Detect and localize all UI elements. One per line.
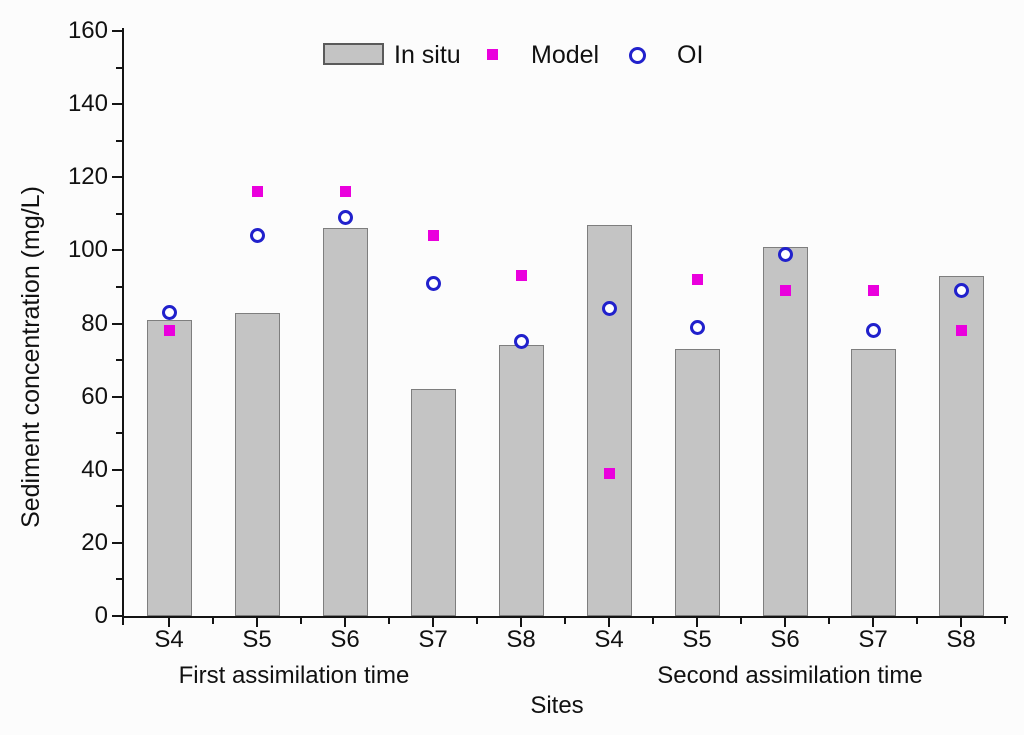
x-major-tick [696,618,698,627]
x-major-tick [344,618,346,627]
y-minor-tick [116,285,122,288]
y-major-tick [112,176,122,179]
marker-model-s5-2 [692,274,703,285]
y-tick-label: 0 [94,602,108,629]
y-major-tick [112,615,122,617]
y-tick-label: 80 [81,309,108,337]
x-tick-label: S8 [506,626,536,653]
x-minor-tick [828,618,830,624]
x-major-tick [960,618,962,627]
marker-oi-s5-2 [690,320,705,335]
y-minor-tick [116,212,122,215]
x-tick-label: S7 [858,626,888,653]
y-minor-tick [116,139,122,142]
marker-oi-s6-1 [338,210,353,225]
marker-oi-s7-2 [866,323,881,338]
x-minor-tick [564,618,566,624]
x-tick-label: S6 [770,626,800,653]
x-major-tick [608,618,610,627]
marker-model-s8-2 [956,325,967,336]
bar-in-situ-s6-1 [323,228,368,616]
y-axis-title: Sediment concentration (mg/L) [17,186,45,528]
x-minor-tick [476,618,478,624]
x-major-tick [168,618,170,627]
bar-in-situ-s4-1 [147,320,192,616]
bar-in-situ-s8-1 [499,345,544,616]
y-major-tick [112,468,122,471]
legend-label-in-situ: In situ [394,41,461,69]
marker-oi-s4-2 [602,301,617,316]
y-minor-tick [116,66,122,69]
legend-label-model: Model [531,41,600,69]
x-minor-tick [388,618,390,624]
marker-model-s7-2 [868,285,879,296]
bar-in-situ-s6-2 [763,247,808,616]
x-minor-tick [1004,618,1006,624]
y-major-tick [112,30,122,32]
x-minor-tick [740,618,742,624]
marker-oi-s7-1 [426,276,441,291]
group-caption: Second assimilation time [657,662,923,689]
x-minor-tick [652,618,654,624]
y-minor-tick [116,578,122,581]
y-major-tick [112,322,122,325]
bar-in-situ-s7-1 [411,389,456,616]
bar-in-situ-s5-2 [675,349,720,616]
x-tick-label: S8 [946,626,976,653]
x-major-tick [520,618,522,627]
x-major-tick [432,618,434,627]
marker-model-s5-1 [252,186,263,197]
marker-model-s7-1 [428,230,439,241]
marker-oi-s4-1 [162,305,177,320]
x-tick-label: S5 [682,626,712,653]
marker-model-s6-1 [340,186,351,197]
legend-label-oi: OI [677,41,704,69]
y-minor-tick [116,505,122,508]
y-minor-tick [116,432,122,435]
y-major-tick [112,103,122,106]
x-axis-line [122,616,1008,618]
marker-oi-s8-1 [514,334,529,349]
x-major-tick [256,618,258,627]
y-tick-label: 160 [67,17,108,44]
marker-oi-s5-1 [250,228,265,243]
y-tick-label: 120 [67,163,108,191]
bar-in-situ-s5-1 [235,313,280,616]
x-tick-label: S5 [242,626,272,653]
group-caption: First assimilation time [178,662,410,689]
x-minor-tick [916,618,918,624]
marker-model-s8-1 [516,270,527,281]
y-major-tick [112,249,122,252]
y-minor-tick [116,359,122,362]
y-tick-label: 140 [67,90,108,118]
y-tick-label: 100 [67,236,108,264]
x-major-tick [784,618,786,627]
bar-in-situ-s7-2 [851,349,896,616]
marker-oi-s8-2 [954,283,969,298]
marker-oi-s6-2 [778,247,793,262]
legend-bar-swatch [323,43,384,65]
x-tick-label: S7 [418,626,448,653]
x-axis-title: Sites [530,692,584,719]
y-tick-label: 40 [81,455,108,483]
y-major-tick [112,395,122,398]
legend-square-marker-icon [487,49,498,60]
x-tick-label: S4 [594,626,624,653]
marker-model-s4-2 [604,468,615,479]
marker-model-s6-2 [780,285,791,296]
y-tick-label: 60 [81,382,108,410]
x-tick-label: S4 [154,626,184,653]
y-axis-line [122,28,124,625]
x-minor-tick [212,618,214,624]
legend-circle-marker-icon [629,47,646,64]
marker-model-s4-1 [164,325,175,336]
y-tick-label: 20 [81,528,108,556]
x-tick-label: S6 [330,626,360,653]
x-major-tick [872,618,874,627]
y-major-tick [112,541,122,544]
bar-in-situ-s4-2 [587,225,632,616]
x-minor-tick [300,618,302,624]
